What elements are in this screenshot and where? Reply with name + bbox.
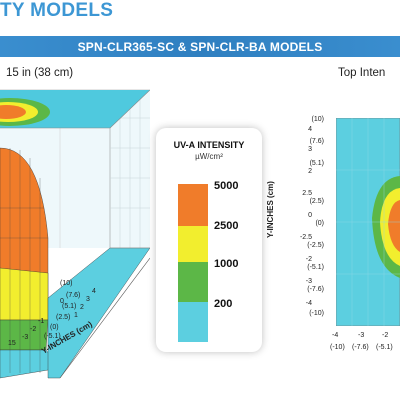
y-tick-in: -2	[305, 256, 312, 263]
intensity-3d-plot	[0, 88, 150, 380]
x-tick-in: 1	[74, 312, 78, 319]
left-panel-heading: 15 in (38 cm)	[6, 67, 74, 79]
x-tick-cm: (-10)	[330, 344, 345, 351]
y-tick-in: -3	[305, 278, 312, 285]
right-y-axis-label: Y-INCHES (cm)	[266, 181, 275, 238]
legend-label-200: 200	[214, 298, 233, 310]
x-tick-cm: (10)	[60, 280, 73, 287]
left-axis-ticks: (10) (7.6) (5.1) (2.5) (0) (-5.1) 15 4 3…	[0, 270, 150, 380]
x-tick-cm: (-5.1)	[44, 333, 61, 340]
y-tick-in: 0	[308, 212, 312, 219]
x-tick-in: 4	[92, 288, 96, 295]
top-intensity-panel: Y-INCHES (cm) (10) (7.6) 3 (5.1) 2 2.5 (…	[262, 88, 400, 380]
x-tick-in: 3	[86, 296, 90, 303]
y-tick-cm: (7.6)	[309, 138, 324, 145]
y-tick-cm: (0)	[315, 220, 324, 227]
legend-band-5000	[178, 184, 208, 226]
banner-text: SPN-CLR365-SC & SPN-CLR-BA MODELS	[77, 39, 323, 54]
x-tick-in: -2	[30, 326, 37, 333]
uv-intensity-legend: UV-A INTENSITY µW/cm² 5000 2500 1000 200	[156, 128, 262, 352]
y-tick-cm: (-2.5)	[307, 242, 324, 249]
legend-band-200	[178, 302, 208, 342]
page-title: TY MODELS	[0, 0, 114, 21]
y-tick-in: 2.5	[302, 190, 312, 197]
y-tick-in: 3	[308, 146, 312, 153]
x-tick-in: -1	[38, 318, 45, 325]
y-tick-cm: (2.5)	[309, 198, 324, 205]
top-intensity-contour	[336, 118, 400, 326]
right-y-ticks: (10) (7.6) 3 (5.1) 2 2.5 (2.5) 0 (0) -2.…	[282, 116, 324, 328]
legend-label-1000: 1000	[214, 258, 239, 270]
legend-label-5000: 5000	[214, 180, 239, 192]
legend-label-2500: 2500	[214, 220, 239, 232]
x-tick-in: -4	[332, 332, 339, 339]
y-tick-cm: (10)	[311, 116, 324, 123]
x-tick-in: -2	[382, 332, 389, 339]
x-tick-cm: (0)	[50, 324, 59, 331]
y-tick-in: 4	[308, 126, 312, 133]
x-tick-in: -3	[22, 334, 29, 341]
x-tick-cm: (7.6)	[66, 292, 81, 299]
x-tick-in: 2	[80, 304, 84, 311]
models-banner: SPN-CLR365-SC & SPN-CLR-BA MODELS	[0, 36, 400, 57]
x-tick-cm: (-5.1)	[376, 344, 393, 351]
x-tick-cm: (-7.6)	[352, 344, 369, 351]
x-tick-cm: (2.5)	[56, 314, 71, 321]
right-x-ticks: -4 -3 -2 (-10) (-7.6) (-5.1)	[330, 332, 400, 362]
x-tick-cm: 15	[8, 340, 16, 347]
legend-band-2500	[178, 226, 208, 262]
legend-unit: µW/cm²	[195, 152, 223, 161]
y-tick-cm: (-5.1)	[307, 264, 324, 271]
y-tick-cm: (5.1)	[309, 160, 324, 167]
y-tick-in: -2.5	[299, 234, 312, 241]
x-tick-in: 0	[60, 298, 64, 305]
x-tick-cm: (5.1)	[62, 303, 77, 310]
y-tick-in: 2	[308, 168, 312, 175]
legend-title: UV-A INTENSITY	[173, 140, 245, 150]
right-panel-heading: Top Inten	[338, 67, 386, 79]
x-tick-in: -3	[358, 332, 365, 339]
y-tick-cm: (-7.6)	[307, 286, 324, 293]
y-tick-cm: (-10)	[309, 310, 324, 317]
y-tick-in: -4	[305, 300, 312, 307]
legend-band-1000	[178, 262, 208, 302]
